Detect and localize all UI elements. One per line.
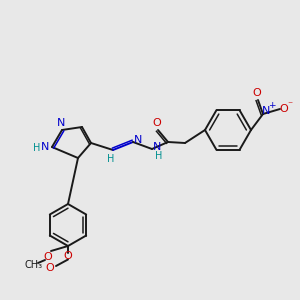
Text: O: O (153, 118, 161, 128)
Text: O: O (44, 252, 52, 262)
Text: ⁻: ⁻ (287, 100, 292, 110)
Text: O: O (280, 104, 288, 114)
Text: O: O (253, 88, 261, 98)
Text: N: N (153, 142, 161, 152)
Text: O: O (46, 263, 54, 273)
Text: N: N (57, 118, 65, 128)
Text: N: N (262, 106, 270, 116)
Text: H: H (33, 143, 41, 153)
Text: N: N (134, 135, 142, 145)
Text: H: H (107, 154, 115, 164)
Text: +: + (268, 100, 276, 109)
Text: H: H (155, 151, 163, 161)
Text: O: O (64, 251, 72, 261)
Text: N: N (41, 142, 49, 152)
Text: CH₃: CH₃ (25, 260, 43, 270)
